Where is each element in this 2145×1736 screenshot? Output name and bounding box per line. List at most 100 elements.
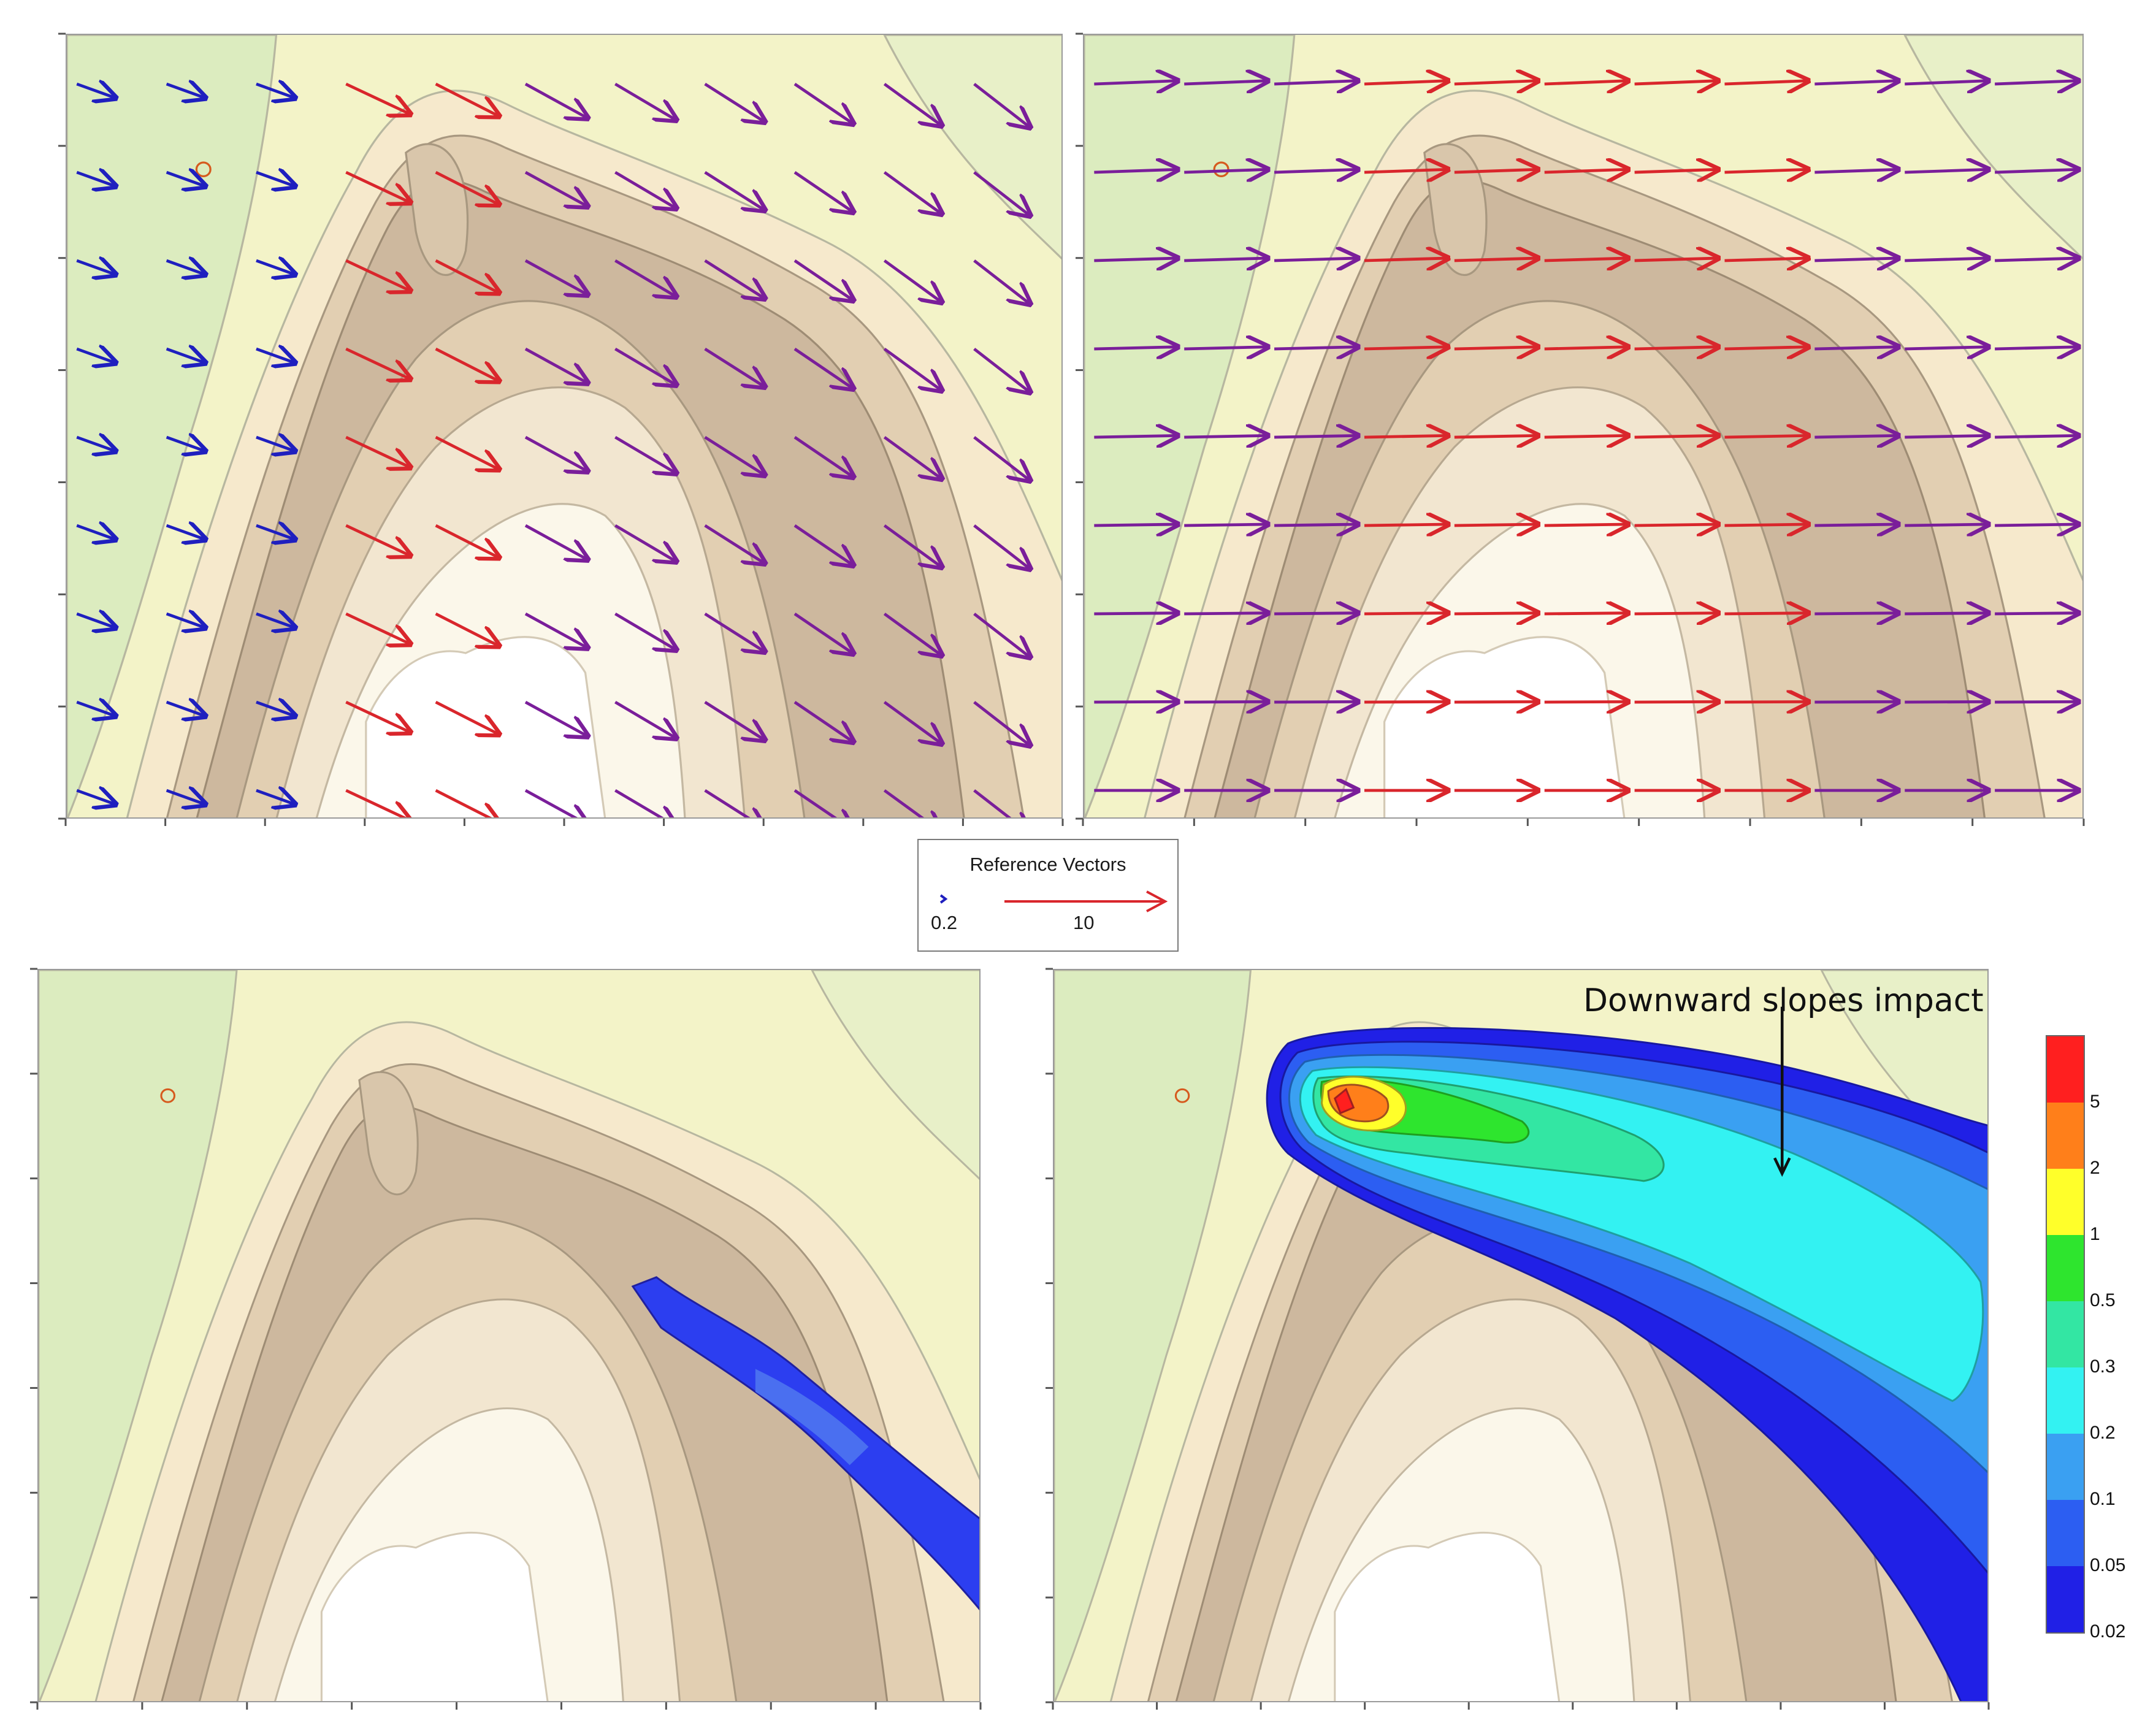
colorbar-segment	[2047, 1566, 2084, 1632]
wind-vector	[1544, 435, 1627, 437]
wind-vector	[1094, 435, 1176, 437]
wind-vector	[76, 349, 114, 362]
wind-vector	[345, 347, 409, 378]
wind-vector	[1274, 81, 1356, 84]
wind-vector	[614, 82, 675, 120]
wind-vector	[704, 789, 764, 817]
wind-vector	[524, 170, 586, 206]
wind-vector	[1094, 169, 1176, 172]
wind-vector	[1634, 258, 1717, 261]
wind-vector	[1905, 435, 1987, 437]
wind-vector	[1274, 347, 1356, 349]
wind-vectors	[76, 82, 1029, 817]
concentration-colorbar	[2046, 1035, 2085, 1634]
wind-vector	[1454, 347, 1537, 349]
colorbar-segment	[2047, 1434, 2084, 1500]
wind-vector	[1184, 258, 1266, 261]
colorbar-label: 1	[2090, 1224, 2100, 1244]
wind-vector	[345, 612, 409, 643]
wind-vector	[614, 789, 675, 817]
wind-vector	[1544, 81, 1627, 84]
wind-vector	[704, 435, 764, 475]
wind-vector	[704, 82, 764, 121]
wind-vector	[1094, 347, 1176, 349]
wind-vector	[345, 170, 409, 202]
wind-vector	[883, 436, 941, 478]
wind-vector	[704, 170, 764, 210]
wind-vector	[883, 524, 941, 567]
wind-vector	[1454, 613, 1537, 614]
wind-vector	[1364, 613, 1447, 614]
wind-vector	[1184, 81, 1266, 84]
wind-vector	[883, 701, 941, 743]
wind-vector	[1634, 524, 1717, 526]
wind-vector	[256, 261, 294, 274]
wind-vector	[1364, 524, 1447, 526]
wind-vector	[1454, 169, 1537, 172]
wind-vector	[704, 700, 764, 740]
wind-vector	[793, 436, 852, 476]
colorbar-label: 0.02	[2090, 1621, 2126, 1642]
wind-vector	[614, 259, 675, 296]
wind-vector	[614, 347, 675, 384]
colorbar-segment	[2047, 1036, 2084, 1103]
wind-vector	[1544, 347, 1627, 349]
wind-vector	[1364, 169, 1447, 172]
wind-vector	[1454, 258, 1537, 261]
wind-vector	[1184, 524, 1266, 526]
wind-vector	[1724, 347, 1807, 349]
wind-vector	[883, 789, 941, 817]
colorbar-label: 0.2	[2090, 1423, 2116, 1443]
wind-vector	[973, 436, 1029, 480]
wind-vector	[973, 348, 1029, 391]
wind-vector	[524, 612, 586, 648]
wind-vector	[973, 83, 1029, 126]
wind-vector	[614, 612, 675, 649]
small-reference-arrow	[939, 894, 948, 904]
wind-vector	[76, 790, 114, 804]
colorbar-label: 2	[2090, 1158, 2100, 1178]
wind-vector	[704, 259, 764, 298]
wind-vector	[1905, 81, 1987, 84]
wind-vector	[256, 172, 294, 186]
wind-vector	[345, 789, 409, 817]
wind-vector	[524, 259, 586, 294]
wind-vector	[1094, 258, 1176, 261]
colorbar-label: 0.5	[2090, 1290, 2116, 1310]
wind-vector	[793, 83, 852, 123]
wind-vector	[256, 790, 294, 804]
colorbar-segment	[2047, 1103, 2084, 1169]
wind-vector	[1724, 258, 1807, 261]
wind-vector	[973, 259, 1029, 303]
wind-vector	[704, 347, 764, 386]
wind-vector	[345, 524, 409, 555]
wind-vector	[1544, 613, 1627, 614]
wind-vector-map-uniform	[1083, 34, 2084, 819]
wind-vector	[1544, 169, 1627, 172]
wind-vector	[1634, 613, 1717, 614]
wind-vector	[76, 526, 114, 539]
wind-vector	[166, 84, 204, 98]
wind-vector	[1364, 258, 1447, 261]
wind-vector	[1995, 347, 2077, 349]
wind-vector	[793, 348, 852, 388]
reference-vectors-legend: Reference Vectors 0.2 10	[917, 839, 1179, 952]
wind-vector	[1814, 613, 1897, 614]
wind-vector	[256, 526, 294, 539]
wind-vector	[1184, 613, 1266, 614]
wind-vector	[435, 612, 498, 645]
wind-vector	[166, 790, 204, 804]
wind-vector	[1634, 347, 1717, 349]
wind-vector	[704, 612, 764, 651]
wind-vector	[76, 172, 114, 186]
wind-vector	[166, 702, 204, 716]
wind-vector	[1905, 524, 1987, 526]
colorbar-label: 0.1	[2090, 1489, 2116, 1509]
wind-vector	[166, 437, 204, 451]
legend-arrows	[939, 890, 1168, 912]
wind-vector	[1634, 435, 1717, 437]
wind-vector	[883, 171, 941, 213]
wind-vector	[1905, 613, 1987, 614]
wind-vector	[973, 613, 1029, 656]
wind-vector	[1274, 524, 1356, 526]
